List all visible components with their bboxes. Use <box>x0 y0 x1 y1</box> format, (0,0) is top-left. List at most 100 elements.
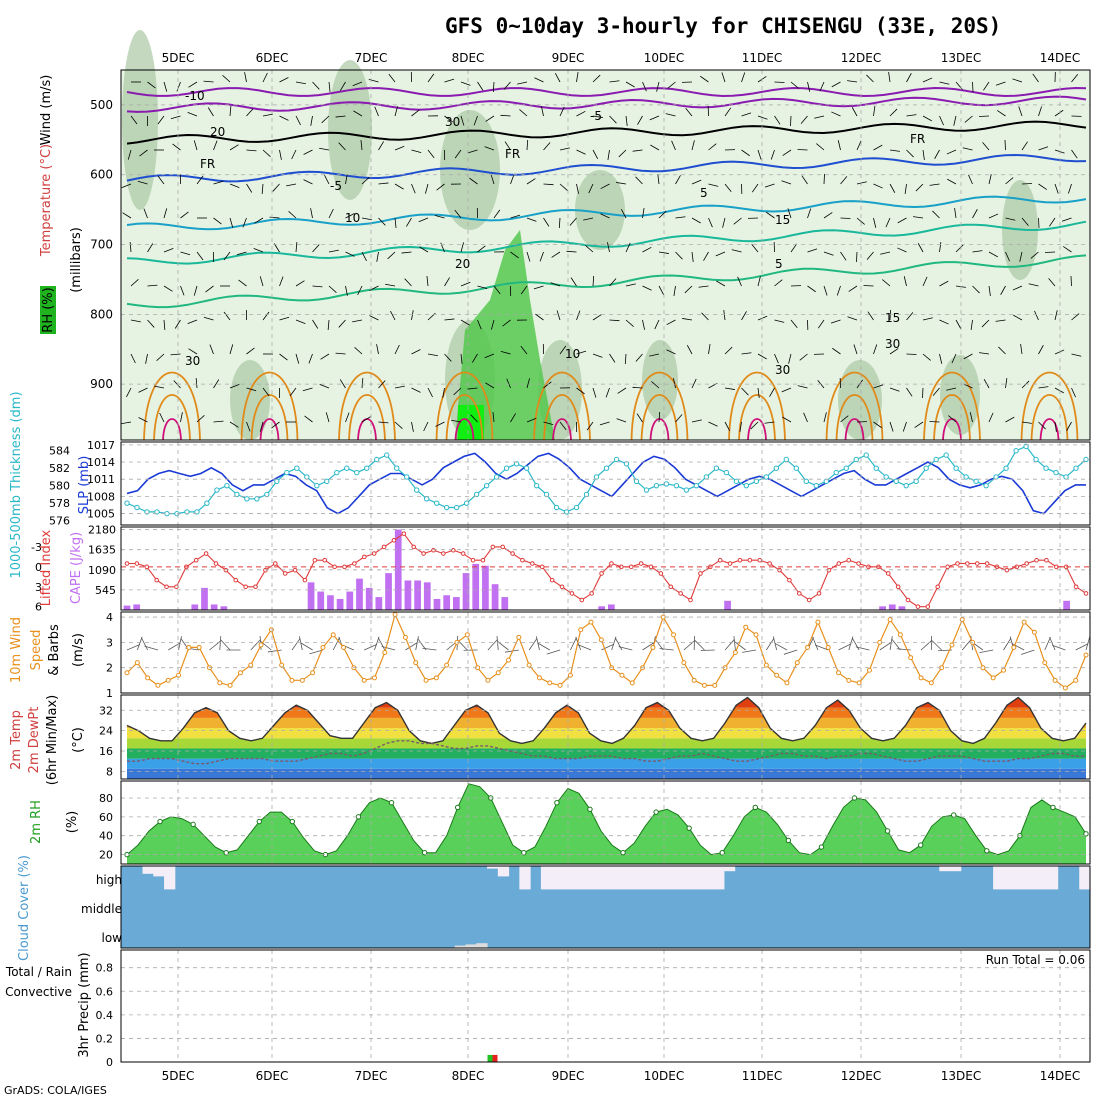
cape-tick-label: 545 <box>95 584 116 597</box>
wind-barb <box>303 149 313 155</box>
wind-barb <box>312 244 320 253</box>
wind-barb <box>517 81 528 85</box>
high-cloud-gap <box>670 866 682 890</box>
wind-barb <box>519 109 528 117</box>
wind-barb <box>378 141 384 151</box>
thickness-point <box>663 481 670 487</box>
li-tick-label: -3 <box>31 541 42 554</box>
wind-barb <box>377 637 386 651</box>
wind-barb <box>520 345 528 355</box>
wind-barb <box>691 140 695 151</box>
lifted-index-point <box>895 584 901 590</box>
wind-barb <box>254 217 264 224</box>
wind-speed-point <box>1073 677 1079 683</box>
lifted-index-point <box>411 544 417 550</box>
wind-barb <box>830 319 841 324</box>
thickness-point <box>443 504 450 511</box>
wind-speed-point <box>691 677 697 683</box>
wind-barb <box>394 217 397 228</box>
thickness-point <box>893 478 899 485</box>
wind-barb <box>917 243 924 253</box>
cloud-level-label: middle <box>81 902 122 916</box>
thickness-point <box>693 482 700 489</box>
cape-bar <box>220 606 228 610</box>
thickness-point <box>673 482 680 489</box>
temp-color-band <box>127 697 1086 708</box>
wind-speed-point <box>557 682 563 688</box>
wind-barb <box>731 249 742 253</box>
wind-barb <box>691 217 701 224</box>
thickness-point <box>1053 469 1059 476</box>
wind-barb <box>757 315 768 321</box>
wind-barb <box>673 378 676 389</box>
wind-barb <box>848 636 854 651</box>
wind-barb <box>213 180 224 185</box>
wind-barb <box>962 147 973 151</box>
wind-barb <box>269 216 280 219</box>
wind-barb <box>599 421 610 426</box>
wind-barb <box>312 81 320 90</box>
wind-barb <box>286 183 297 187</box>
wind-barb <box>799 353 808 361</box>
wind-barb <box>851 107 858 117</box>
wind-barb <box>764 183 775 188</box>
wind-barb <box>154 385 165 389</box>
wind-barb <box>946 387 957 391</box>
wind-speed-point <box>701 682 707 688</box>
wind-barb <box>684 285 693 294</box>
wind-barb <box>620 208 627 219</box>
wind-barb <box>659 648 674 651</box>
wind-barb <box>840 176 848 185</box>
wind-barb <box>922 77 933 83</box>
thickness-series-line <box>126 445 1087 515</box>
wind-barb <box>853 344 858 355</box>
thickness-point <box>723 469 730 476</box>
wind-speed-point <box>320 644 326 650</box>
2m-rh-point <box>818 844 825 850</box>
wind-barb <box>774 115 781 125</box>
wind-barb <box>922 115 932 122</box>
precip-panel <box>120 949 1091 1063</box>
wind-barb <box>493 285 501 295</box>
wind-speed-point <box>495 670 501 676</box>
contour-label: 30 <box>775 363 790 377</box>
cloud-cover-panel <box>120 865 1091 949</box>
wind-barb <box>1048 278 1056 287</box>
wind-barb <box>411 310 414 321</box>
wind-barb <box>1044 251 1056 253</box>
thickness-point <box>124 500 130 506</box>
temp-tick-label: 8 <box>106 765 113 778</box>
rh-moist-plume <box>455 230 555 440</box>
cape-bar <box>1063 600 1070 610</box>
thickness-tick-label: 582 <box>49 462 70 475</box>
lifted-index-point <box>549 577 555 583</box>
2m-rh-point <box>157 818 163 825</box>
contour-label: -10 <box>185 89 205 103</box>
wind-barb <box>708 183 719 187</box>
wind-barb <box>473 115 478 126</box>
temp-contour-25 <box>728 371 786 441</box>
wind-barb <box>271 421 280 429</box>
wind-barb <box>939 353 943 364</box>
lifted-index-point <box>193 557 199 563</box>
wind-barb <box>774 642 788 651</box>
wind-barb <box>963 353 973 360</box>
temp-contour-30 <box>445 394 484 441</box>
wind-barb <box>1071 149 1078 159</box>
wind-barb <box>338 319 346 328</box>
wind-barb <box>968 174 973 185</box>
wind-barb <box>863 285 874 287</box>
wind-barb <box>267 649 282 653</box>
wind-barb <box>642 285 652 291</box>
wind-barb <box>472 353 478 363</box>
lifted-index-point <box>233 577 239 583</box>
cape-bar <box>133 604 141 610</box>
wind-barb <box>223 311 231 321</box>
high-cloud-gap <box>142 866 154 874</box>
wind-barb <box>896 648 911 651</box>
wind-barb <box>385 283 396 287</box>
wind-speed-point <box>774 672 780 678</box>
wind-barb <box>130 279 139 287</box>
top-date-label: 12DEC <box>841 51 881 65</box>
wind-barb <box>939 81 950 85</box>
